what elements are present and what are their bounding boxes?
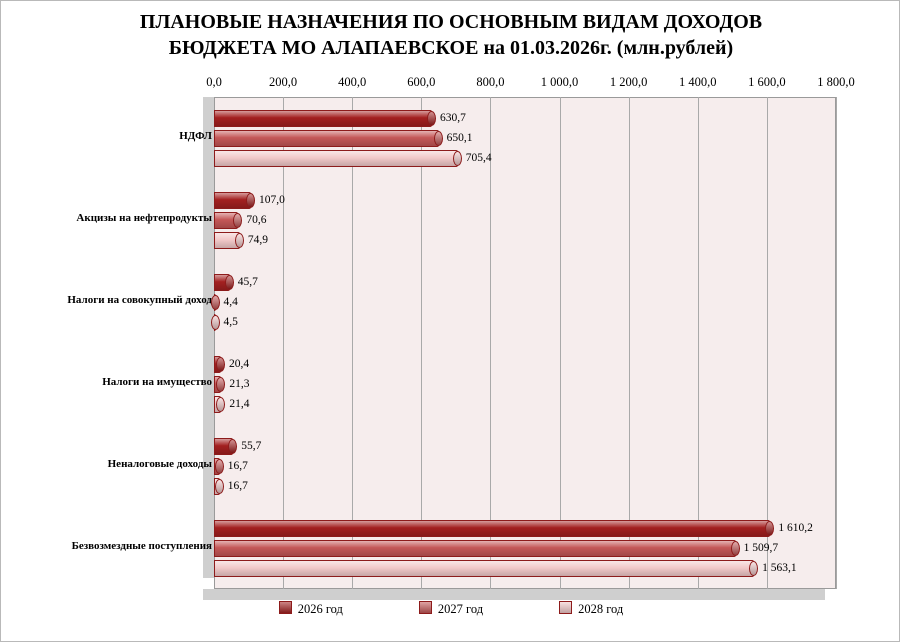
- bar: [214, 519, 775, 537]
- bar-value-label: 20,4: [229, 357, 250, 370]
- plot-side-wall: [203, 86, 214, 578]
- bar-value-label: 1 563,1: [762, 561, 797, 574]
- category-label: Акцизы на нефтепродукты: [76, 212, 212, 224]
- gridline: [766, 97, 768, 589]
- gridline: [421, 97, 423, 589]
- bar-end-cap: [234, 232, 244, 248]
- bar-end-cap: [216, 356, 226, 372]
- legend-label: 2026 год: [297, 602, 343, 616]
- bar-end-cap: [214, 478, 224, 494]
- plot-area: 0,0 200,0 400,0 600,0 800,0 1 000,0 1 200,0 1 4…: [67, 75, 855, 600]
- plot-back-wall: [214, 97, 836, 589]
- bar: [214, 395, 226, 413]
- bar-value-label: 650,1: [446, 131, 473, 144]
- legend-label: 2028 год: [578, 602, 624, 616]
- bar-value-label: 16,7: [227, 459, 248, 472]
- legend-swatch: [418, 601, 432, 614]
- category-label: Неналоговые доходы: [107, 458, 212, 470]
- gridline: [559, 97, 561, 589]
- bar-value-label: 705,4: [465, 151, 492, 164]
- bar: [214, 191, 255, 209]
- bar-end-cap: [216, 376, 226, 392]
- bar-value-label: 107,0: [258, 193, 285, 206]
- bar-value-label: 1 610,2: [778, 521, 813, 534]
- bar-value-label: 4,4: [223, 295, 238, 308]
- bar: [214, 355, 226, 373]
- x-tick-label: 1 200,0: [609, 75, 648, 89]
- bar-value-label: 70,6: [246, 213, 267, 226]
- legend-swatch: [278, 601, 292, 614]
- bar-end-cap: [426, 110, 436, 126]
- bar: [214, 457, 224, 475]
- bar-end-cap: [245, 192, 255, 208]
- bar: [214, 149, 462, 167]
- x-tick-label: 200,0: [269, 75, 298, 89]
- category-label: Налоги на совокупный доход: [67, 294, 212, 306]
- bar: [214, 109, 436, 127]
- bar-value-label: 1 509,7: [743, 541, 779, 554]
- x-tick-label: 0,0: [206, 75, 222, 89]
- bar-end-cap: [214, 458, 224, 474]
- bar-value-label: 21,3: [229, 377, 250, 390]
- category-label: НДФЛ: [179, 130, 212, 142]
- bar: [211, 293, 220, 311]
- gridline: [352, 97, 354, 589]
- bar-end-cap: [211, 294, 220, 310]
- category-label: Безвозмездные поступления: [71, 540, 212, 552]
- bar-value-label: 55,7: [241, 439, 262, 452]
- bar-value-label: 45,7: [237, 275, 258, 288]
- bar: [214, 375, 226, 393]
- category-label: Налоги на имущество: [102, 376, 212, 388]
- bar: [214, 273, 234, 291]
- bar-value-label: 16,7: [227, 479, 248, 492]
- bar-value-label: 630,7: [439, 111, 466, 124]
- bar-end-cap: [224, 274, 234, 290]
- bar-end-cap: [228, 438, 238, 454]
- bar-end-cap: [433, 130, 443, 146]
- gridline: [697, 97, 699, 589]
- bar: [214, 231, 244, 249]
- legend-item[interactable]: 2026 год: [278, 601, 343, 617]
- gridline: [836, 97, 837, 589]
- legend-item[interactable]: 2028 год: [559, 601, 623, 617]
- bar-value-label: 21,4: [229, 397, 250, 410]
- bar: [211, 313, 220, 331]
- chart-title-line-1: ПЛАНОВЫЕ НАЗНАЧЕНИЯ ПО ОСНОВНЫМ ВИДАМ ДО…: [139, 11, 763, 33]
- bar: [214, 539, 740, 557]
- bar-end-cap: [233, 212, 243, 228]
- chart-title: ПЛАНОВЫЕ НАЗНАЧЕНИЯ ПО ОСНОВНЫМ ВИДАМ ДО…: [1, 9, 901, 61]
- bar-value-label: 4,5: [223, 315, 238, 328]
- bar-end-cap: [216, 396, 226, 412]
- x-tick-label: 1 600,0: [748, 75, 786, 89]
- bar-value-label: 74,9: [247, 233, 268, 246]
- x-tick-label: 400,0: [338, 75, 367, 89]
- x-tick-label: 1 400,0: [679, 75, 717, 89]
- bar-end-cap: [211, 314, 220, 330]
- x-tick-label: 1 000,0: [540, 75, 579, 89]
- gridline: [490, 97, 492, 589]
- bar-end-cap: [452, 150, 462, 166]
- bar: [214, 559, 759, 577]
- bar-end-cap: [765, 520, 775, 536]
- bar-end-cap: [749, 560, 759, 576]
- bar: [214, 129, 443, 147]
- plot-floor: [203, 589, 825, 600]
- bar-end-cap: [730, 540, 740, 556]
- chart-legend: 2026 год 2027 год 2028 год: [1, 601, 901, 617]
- bar: [214, 477, 224, 495]
- gridline: [283, 97, 285, 589]
- gridline: [628, 97, 630, 589]
- x-tick-label: 800,0: [476, 75, 505, 89]
- x-tick-label: 600,0: [407, 75, 436, 89]
- legend-swatch: [559, 601, 573, 614]
- bar: [214, 437, 238, 455]
- bar: [214, 211, 243, 229]
- chart-title-line-2: БЮДЖЕТА МО АЛАПАЕВСКОЕ на 01.03.2026г. (…: [168, 37, 734, 59]
- x-tick-label: 1 800,0: [817, 75, 855, 89]
- legend-label: 2027 год: [437, 602, 484, 616]
- legend-item[interactable]: 2027 год: [418, 601, 484, 617]
